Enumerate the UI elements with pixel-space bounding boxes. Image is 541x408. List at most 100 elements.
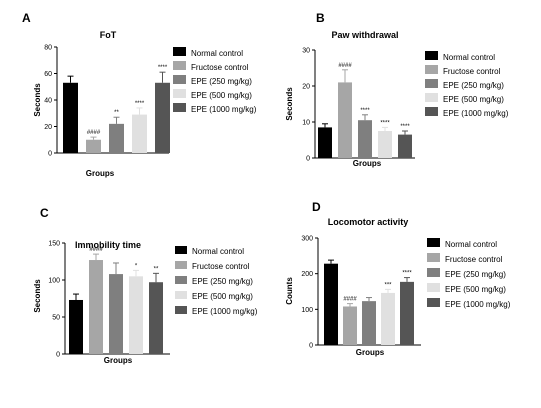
bar-5 <box>398 134 412 158</box>
significance-mark-3: ** <box>114 110 119 116</box>
y-axis-label: Seconds <box>33 279 42 313</box>
significance-mark-4: **** <box>380 120 390 126</box>
bar-4 <box>381 292 395 345</box>
panel-letter: A <box>22 11 31 25</box>
legend-swatch-4 <box>425 93 438 102</box>
legend: Normal control Fructose control EPE (250 m… <box>427 238 511 309</box>
legend-label-4: EPE (500 mg/kg) <box>191 91 252 100</box>
legend-label-2: Fructose control <box>191 63 249 72</box>
legend-label-1: Normal control <box>445 240 497 249</box>
y-tick-label: 100 <box>48 278 60 285</box>
legend-label-2: Fructose control <box>445 255 503 264</box>
y-tick-label: 20 <box>302 84 310 91</box>
legend-swatch-5 <box>425 107 438 116</box>
panel-letter: C <box>40 206 49 220</box>
bar-5 <box>400 281 414 345</box>
y-tick-label: 0 <box>48 151 52 158</box>
legend-swatch-2 <box>427 253 440 262</box>
y-axis-label: Seconds <box>33 83 42 117</box>
y-tick-label: 300 <box>301 236 313 243</box>
legend-label-1: Normal control <box>191 49 243 58</box>
legend-swatch-5 <box>175 306 187 314</box>
legend-swatch-4 <box>427 283 440 292</box>
legend-label-3: EPE (250 mg/kg) <box>445 270 506 279</box>
y-tick-label: 0 <box>56 352 60 359</box>
legend: Normal control Fructose control EPE (250 m… <box>175 246 258 316</box>
y-tick-label: 30 <box>302 48 310 55</box>
y-tick-label: 200 <box>301 271 313 278</box>
significance-mark-3: **** <box>360 108 370 114</box>
legend-label-1: Normal control <box>192 247 244 256</box>
legend-label-5: EPE (1000 mg/kg) <box>192 307 258 316</box>
legend-swatch-1 <box>173 47 186 56</box>
legend-swatch-1 <box>175 246 187 254</box>
legend-label-2: Fructose control <box>443 67 501 76</box>
legend-swatch-5 <box>427 298 440 307</box>
y-tick-label: 50 <box>52 315 60 322</box>
chart-title: Paw withdrawal <box>331 30 398 40</box>
bar-4 <box>378 131 392 158</box>
significance-mark-2: #### <box>87 130 101 136</box>
y-tick-label: 100 <box>301 307 313 314</box>
significance-mark-4: **** <box>135 101 145 107</box>
legend-label-2: Fructose control <box>192 262 250 271</box>
significance-mark-2: #### <box>343 297 357 303</box>
legend-swatch-3 <box>427 268 440 277</box>
y-tick-label: 20 <box>44 124 52 131</box>
legend-swatch-3 <box>425 79 438 88</box>
chart-panel-a: AFoT020406080SecondsGroups####**********… <box>22 11 257 178</box>
legend-swatch-4 <box>175 291 187 299</box>
legend-label-5: EPE (1000 mg/kg) <box>443 109 509 118</box>
x-axis-label: Groups <box>356 348 385 357</box>
bar-1 <box>324 263 338 345</box>
chart-title: Locomotor activity <box>328 217 409 227</box>
bar-1 <box>318 127 332 158</box>
legend-swatch-1 <box>427 238 440 247</box>
legend-label-4: EPE (500 mg/kg) <box>443 95 504 104</box>
legend-label-4: EPE (500 mg/kg) <box>192 292 253 301</box>
bar-2 <box>338 82 352 158</box>
legend-swatch-2 <box>175 261 187 269</box>
y-tick-label: 0 <box>306 156 310 163</box>
bar-3 <box>109 123 124 153</box>
legend-label-3: EPE (250 mg/kg) <box>443 81 504 90</box>
legend-swatch-4 <box>173 89 186 98</box>
chart-panel-d: D Locomotor activity 0 100 200 300 Counts Group… <box>285 200 511 357</box>
y-axis-label: Seconds <box>285 87 294 121</box>
chart-panel-c: C Immobility time 0 50 100 150 Seconds Groups ##… <box>33 206 258 365</box>
bar-1 <box>69 299 83 354</box>
y-tick-label: 60 <box>44 71 52 78</box>
significance-mark-4: * <box>135 263 138 269</box>
significance-mark-5: **** <box>402 271 412 277</box>
significance-mark-5: **** <box>400 124 410 130</box>
legend-label-3: EPE (250 mg/kg) <box>191 77 252 86</box>
legend-swatch-3 <box>175 276 187 284</box>
legend-label-4: EPE (500 mg/kg) <box>445 285 506 294</box>
chart-title: FoT <box>100 30 117 40</box>
panel-letter: B <box>316 11 325 25</box>
bar-4 <box>132 114 147 153</box>
bar-4 <box>129 276 143 354</box>
bar-3 <box>362 301 376 345</box>
x-axis-label: Groups <box>104 356 133 365</box>
x-axis-label: Groups <box>353 159 382 168</box>
y-tick-label: 150 <box>48 241 60 248</box>
y-tick-label: 0 <box>309 343 313 350</box>
significance-mark-5: ** <box>154 266 159 272</box>
legend-swatch-1 <box>425 51 438 60</box>
significance-mark-2: #### <box>89 247 103 253</box>
legend-label-1: Normal control <box>443 53 495 62</box>
y-tick-label: 10 <box>302 120 310 127</box>
panel-letter: D <box>312 200 321 214</box>
legend-label-5: EPE (1000 mg/kg) <box>191 105 257 114</box>
legend-label-3: EPE (250 mg/kg) <box>192 277 253 286</box>
bar-2 <box>89 260 103 354</box>
legend: Normal control Fructose control EPE (250 m… <box>425 51 509 118</box>
legend-swatch-3 <box>173 75 186 84</box>
significance-mark-5: **** <box>158 65 168 71</box>
bar-5 <box>149 282 163 354</box>
y-tick-label: 40 <box>44 98 52 105</box>
chart-panel-b: B Paw withdrawal 0 10 20 30 Seconds Groups #### *… <box>285 11 509 168</box>
y-axis-label: Counts <box>285 277 294 305</box>
legend-swatch-2 <box>173 61 186 70</box>
